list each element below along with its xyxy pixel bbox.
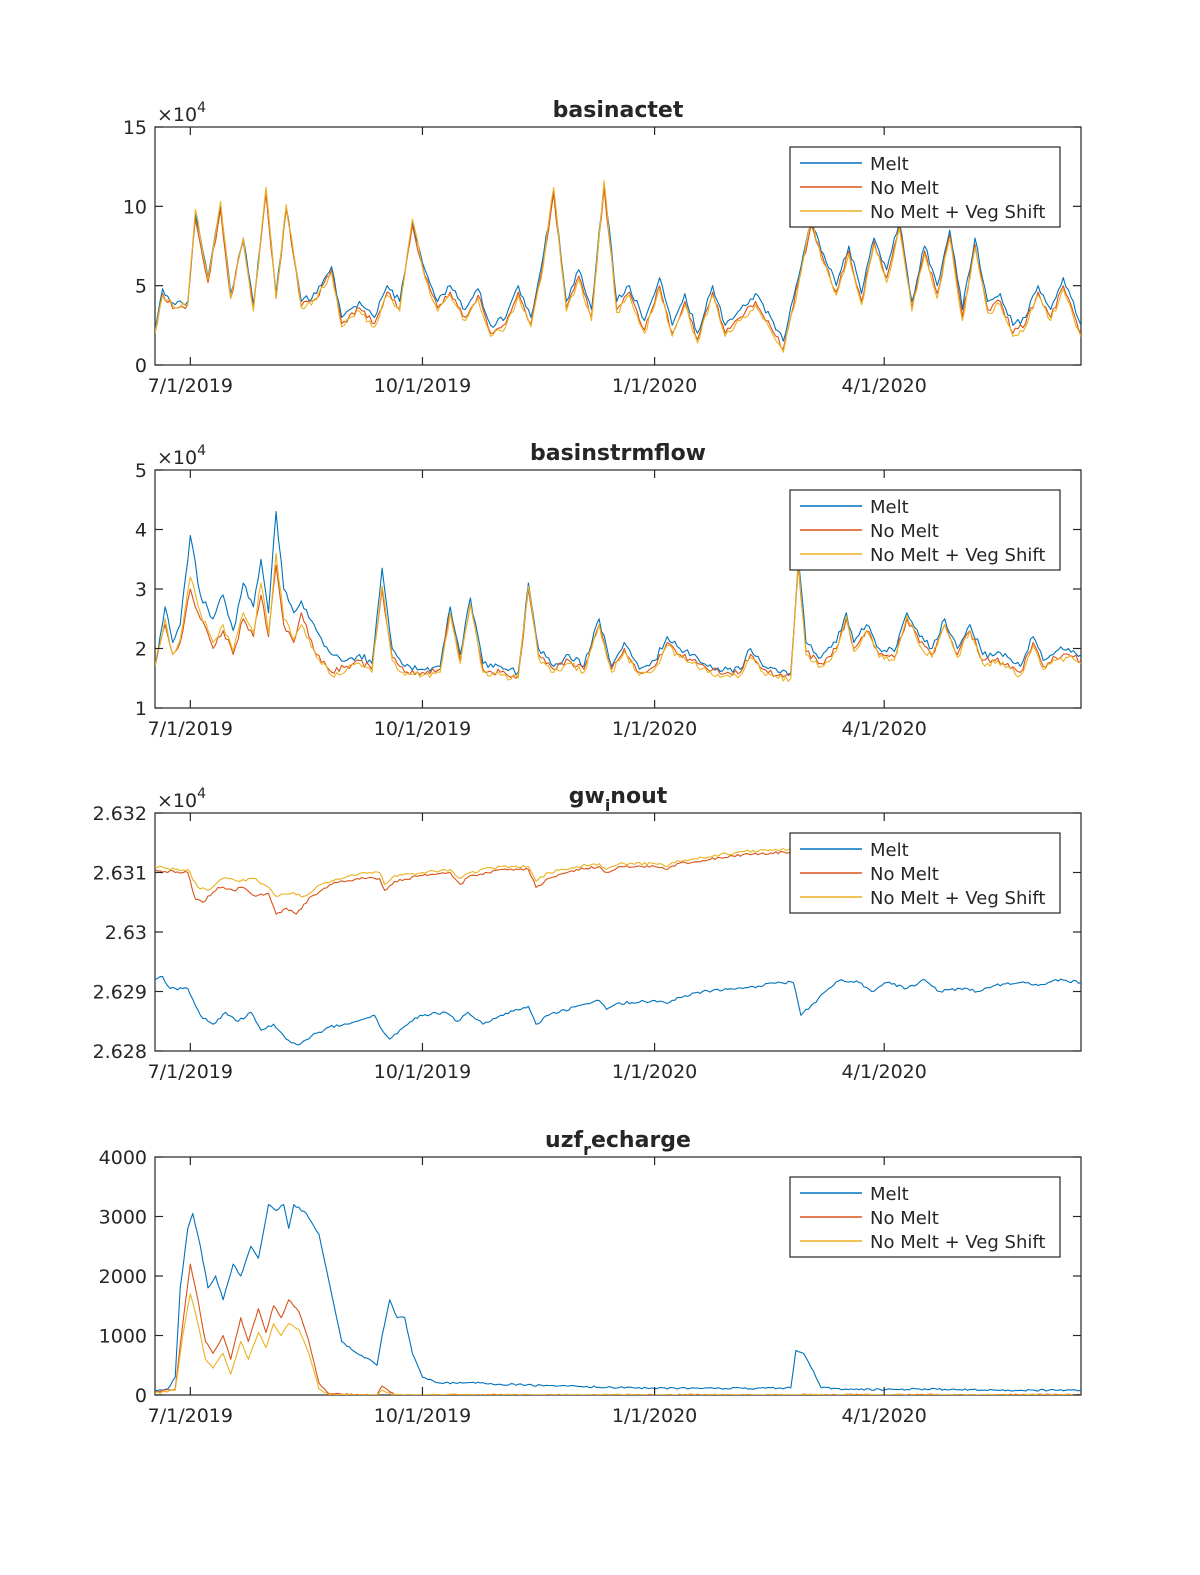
legend-entry: No Melt + Veg Shift — [870, 888, 1045, 909]
y-tick-label: 2000 — [99, 1266, 147, 1288]
legend-entry: No Melt — [870, 1208, 939, 1229]
subplot-1: 7/1/2019 10/1/2019 1/1/2020 4/1/2020 0 5 10 15 ×… — [123, 98, 1082, 397]
x-tick-label: 10/1/2019 — [374, 1061, 471, 1083]
x-tick-label: 4/1/2020 — [842, 375, 927, 397]
series-line-melt — [155, 1204, 1081, 1392]
series-line-no-melt-veg-shift — [155, 552, 1081, 683]
axis-exponent: ×104 — [157, 100, 206, 126]
y-tick-label: 2.632 — [93, 803, 147, 825]
subplot-4: 7/1/2019 10/1/2019 1/1/2020 4/1/2020 0 1000 20… — [99, 1128, 1082, 1427]
y-tick-label: 1 — [135, 698, 147, 720]
y-tick-label: 2.629 — [93, 982, 147, 1004]
y-tick-label: 3 — [135, 579, 147, 601]
legend: Melt No Melt No Melt + Veg Shift — [789, 146, 1061, 228]
x-tick-label: 1/1/2020 — [612, 1405, 697, 1427]
y-tick-label: 4000 — [99, 1147, 147, 1169]
x-tick-label: 1/1/2020 — [612, 375, 697, 397]
chart-title: basinstrmflow — [530, 441, 706, 466]
legend-entry: Melt — [870, 840, 909, 861]
y-tick-label: 3000 — [99, 1207, 147, 1229]
series-line-melt — [155, 181, 1081, 342]
series-line-no-melt — [155, 564, 1081, 679]
series-line-no-melt-veg-shift — [155, 847, 842, 898]
legend-entry: No Melt + Veg Shift — [870, 1232, 1045, 1253]
x-tick-label: 4/1/2020 — [842, 1405, 927, 1427]
chart-title: uzfrecharge — [545, 1128, 691, 1159]
legend-entry: No Melt — [870, 521, 939, 542]
series-lines — [155, 1204, 1081, 1395]
series-line-no-melt — [155, 850, 842, 915]
subplot-2: 7/1/2019 10/1/2019 1/1/2020 4/1/2020 1 2 3 4 5 ×1… — [135, 441, 1082, 740]
y-tick-label: 0 — [135, 1385, 147, 1407]
legend: Melt No Melt No Melt + Veg Shift — [789, 1176, 1061, 1258]
y-tick-label: 0 — [135, 355, 147, 377]
series-line-no-melt-veg-shift — [155, 180, 1081, 353]
x-tick-label: 7/1/2019 — [148, 718, 233, 740]
legend-entry: Melt — [870, 1184, 909, 1205]
legend-entry: No Melt + Veg Shift — [870, 545, 1045, 566]
legend-entry: No Melt — [870, 864, 939, 885]
x-tick-label: 10/1/2019 — [374, 1405, 471, 1427]
y-tick-label: 5 — [135, 460, 147, 482]
legend-entry: No Melt + Veg Shift — [870, 202, 1045, 223]
x-tick-label: 4/1/2020 — [842, 718, 927, 740]
x-tick-label: 7/1/2019 — [148, 1061, 233, 1083]
y-tick-label: 2.63 — [105, 922, 147, 944]
series-line-melt — [155, 976, 1081, 1046]
x-tick-label: 7/1/2019 — [148, 375, 233, 397]
y-tick-label: 10 — [123, 196, 147, 218]
x-tick-label: 10/1/2019 — [374, 718, 471, 740]
x-tick-label: 1/1/2020 — [612, 1061, 697, 1083]
series-lines — [155, 511, 1081, 683]
y-tick-label: 15 — [123, 117, 147, 139]
legend-entry: Melt — [870, 497, 909, 518]
series-line-melt — [155, 511, 1081, 677]
subplot-3: 7/1/2019 10/1/2019 1/1/2020 4/1/2020 2.628 2.… — [93, 784, 1082, 1083]
y-tick-label: 5 — [135, 276, 147, 298]
legend-entry: Melt — [870, 154, 909, 175]
series-lines — [155, 847, 1081, 1046]
axis-exponent: ×104 — [157, 443, 206, 469]
series-lines — [155, 180, 1081, 353]
chart-title: gwinout — [569, 784, 668, 815]
legend: Melt No Melt No Melt + Veg Shift — [789, 489, 1061, 571]
axis-exponent: ×104 — [157, 786, 206, 812]
y-tick-label: 2.631 — [93, 863, 147, 885]
x-tick-label: 4/1/2020 — [842, 1061, 927, 1083]
x-tick-label: 10/1/2019 — [374, 375, 471, 397]
series-line-no-melt-veg-shift — [155, 1293, 1081, 1395]
y-tick-label: 2.628 — [93, 1041, 147, 1063]
y-tick-label: 1000 — [99, 1326, 147, 1348]
x-tick-label: 7/1/2019 — [148, 1405, 233, 1427]
x-tick-label: 1/1/2020 — [612, 718, 697, 740]
y-tick-label: 2 — [135, 639, 147, 661]
legend-entry: No Melt — [870, 178, 939, 199]
legend: Melt No Melt No Melt + Veg Shift — [789, 832, 1061, 914]
y-tick-label: 4 — [135, 520, 147, 542]
chart-title: basinactet — [553, 98, 684, 123]
